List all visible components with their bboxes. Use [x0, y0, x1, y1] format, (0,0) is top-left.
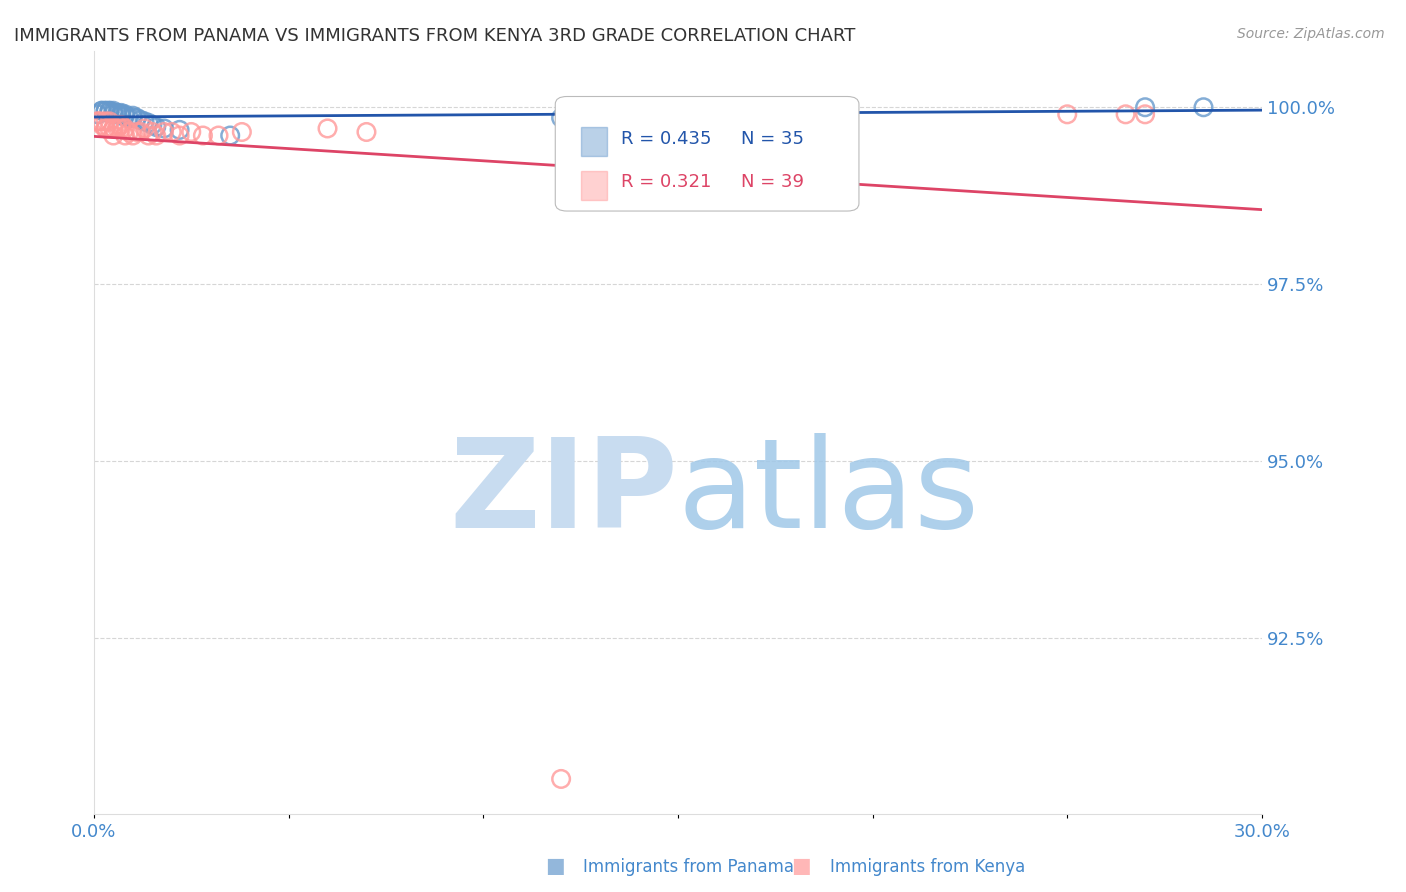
Point	[141, 125, 163, 139]
Point	[105, 107, 128, 121]
Text: N = 39: N = 39	[741, 172, 804, 191]
Point	[90, 103, 112, 118]
Point	[129, 112, 152, 127]
Text: Immigrants from Panama: Immigrants from Panama	[583, 858, 794, 876]
Point	[114, 109, 136, 123]
Point	[98, 114, 121, 128]
Point	[90, 114, 112, 128]
Point	[110, 107, 132, 121]
Text: Source: ZipAtlas.com: Source: ZipAtlas.com	[1237, 27, 1385, 41]
Point	[105, 118, 128, 132]
Point	[98, 106, 121, 120]
Point	[191, 128, 214, 143]
Point	[129, 125, 152, 139]
Point	[94, 103, 117, 118]
Point	[110, 118, 132, 132]
Text: N = 35: N = 35	[741, 130, 804, 148]
FancyBboxPatch shape	[581, 171, 606, 200]
Point	[180, 125, 202, 139]
Point	[118, 111, 141, 125]
Point	[145, 120, 167, 134]
Text: ■: ■	[792, 856, 811, 876]
Point	[110, 106, 132, 120]
Text: Immigrants from Kenya: Immigrants from Kenya	[830, 858, 1025, 876]
Point	[121, 128, 143, 143]
FancyBboxPatch shape	[581, 128, 606, 156]
Point	[110, 109, 132, 123]
Point	[105, 106, 128, 120]
Point	[118, 125, 141, 139]
Point	[207, 128, 229, 143]
Point	[114, 121, 136, 136]
Point	[138, 116, 160, 130]
Point	[169, 123, 191, 137]
Point	[114, 128, 136, 143]
Text: IMMIGRANTS FROM PANAMA VS IMMIGRANTS FROM KENYA 3RD GRADE CORRELATION CHART: IMMIGRANTS FROM PANAMA VS IMMIGRANTS FRO…	[14, 27, 855, 45]
Point	[94, 121, 117, 136]
Text: atlas: atlas	[678, 434, 980, 554]
Point	[110, 107, 132, 121]
Point	[87, 114, 110, 128]
Point	[121, 111, 143, 125]
Point	[134, 114, 156, 128]
Point	[103, 107, 125, 121]
Point	[105, 121, 128, 136]
Text: ■: ■	[546, 856, 565, 876]
Point	[87, 114, 110, 128]
Point	[550, 772, 572, 786]
Point	[98, 103, 121, 118]
Point	[103, 121, 125, 136]
Point	[666, 107, 689, 121]
Point	[125, 111, 148, 125]
Point	[1133, 107, 1156, 121]
Point	[356, 125, 378, 139]
Point	[145, 128, 167, 143]
Point	[231, 125, 253, 139]
Point	[94, 103, 117, 118]
Point	[121, 109, 143, 123]
Point	[169, 128, 191, 143]
FancyBboxPatch shape	[555, 96, 859, 211]
Point	[219, 128, 242, 143]
Text: ZIP: ZIP	[449, 434, 678, 554]
Point	[138, 128, 160, 143]
Point	[1192, 100, 1215, 114]
Point	[1056, 107, 1078, 121]
Point	[134, 121, 156, 136]
Point	[98, 103, 121, 118]
Point	[94, 121, 117, 136]
Point	[103, 128, 125, 143]
Point	[90, 103, 112, 118]
Text: R = 0.321: R = 0.321	[620, 172, 711, 191]
Point	[160, 125, 183, 139]
Text: R = 0.435: R = 0.435	[620, 130, 711, 148]
Point	[110, 121, 132, 136]
Point	[1115, 107, 1137, 121]
Point	[141, 118, 163, 132]
Point	[94, 114, 117, 128]
Point	[125, 125, 148, 139]
Point	[550, 111, 572, 125]
Point	[316, 121, 339, 136]
Point	[114, 107, 136, 121]
Point	[153, 121, 176, 136]
Point	[90, 118, 112, 132]
Point	[87, 107, 110, 121]
Point	[103, 103, 125, 118]
Point	[153, 125, 176, 139]
Point	[98, 121, 121, 136]
Point	[103, 106, 125, 120]
Point	[103, 121, 125, 136]
Point	[1133, 100, 1156, 114]
